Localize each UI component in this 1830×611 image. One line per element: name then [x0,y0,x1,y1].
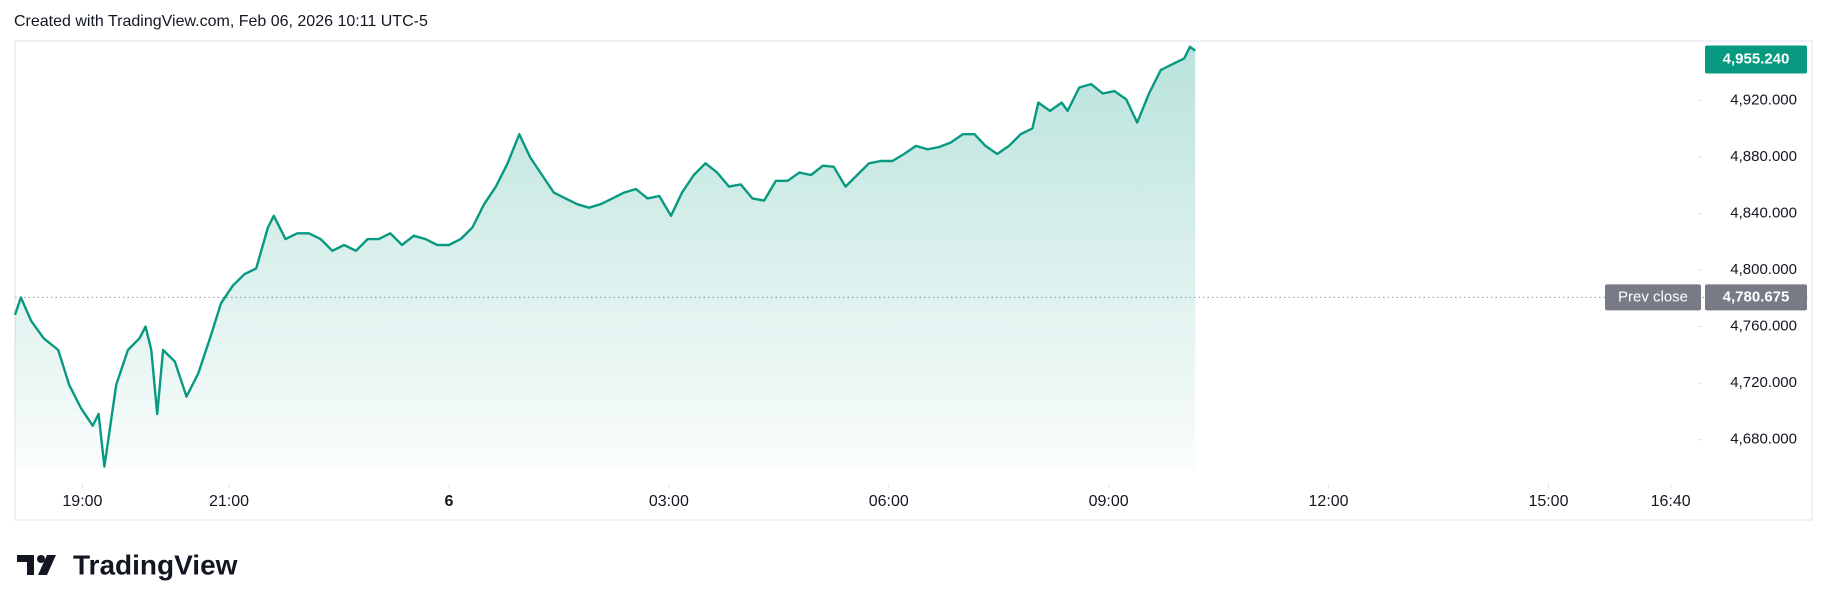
prev-close-value: 4,780.675 [1723,288,1790,305]
x-tick-label: 19:00 [62,493,102,510]
prev-close-value-box [1705,284,1807,311]
logo-dot [37,555,45,563]
x-tick-label: 6 [444,493,453,510]
y-tick-label: 4,880.000 [1730,148,1797,165]
prev-close-text: Prev close [1618,288,1688,305]
x-tick-label: 15:00 [1528,493,1568,510]
x-tick-label: 03:00 [649,493,689,510]
last-price-label: 4,955.240 [1723,51,1790,68]
logo-mark [17,555,34,575]
brand-name: TradingView [73,549,238,580]
brand-logo: TradingView [17,549,238,580]
area-fill [15,46,1196,471]
price-line [13,45,1196,468]
prev-close-text-box [1605,284,1701,311]
plot: 4,680.000 4,720.000 4,760.000 4,800.000 4,84… [13,45,1810,510]
last-price-box [1705,45,1807,74]
chart-title: Created with TradingView.com, Feb 06, 20… [14,13,428,30]
y-tick-label: 4,720.000 [1730,374,1797,391]
y-tick-label: 4,680.000 [1730,431,1797,448]
y-tick-label: 4,920.000 [1730,91,1797,108]
y-tick-label: 4,800.000 [1730,261,1797,278]
x-tick-label: 16:40 [1651,493,1691,510]
logo-slash [38,555,56,575]
x-tick-label: 06:00 [869,493,909,510]
x-tick-label: 12:00 [1309,493,1349,510]
x-tick-label: 21:00 [209,493,249,510]
y-tick-label: 4,760.000 [1730,318,1797,335]
x-tick-label: 09:00 [1089,493,1129,510]
y-tick-label: 4,840.000 [1730,204,1797,221]
chart-frame [14,40,1813,521]
